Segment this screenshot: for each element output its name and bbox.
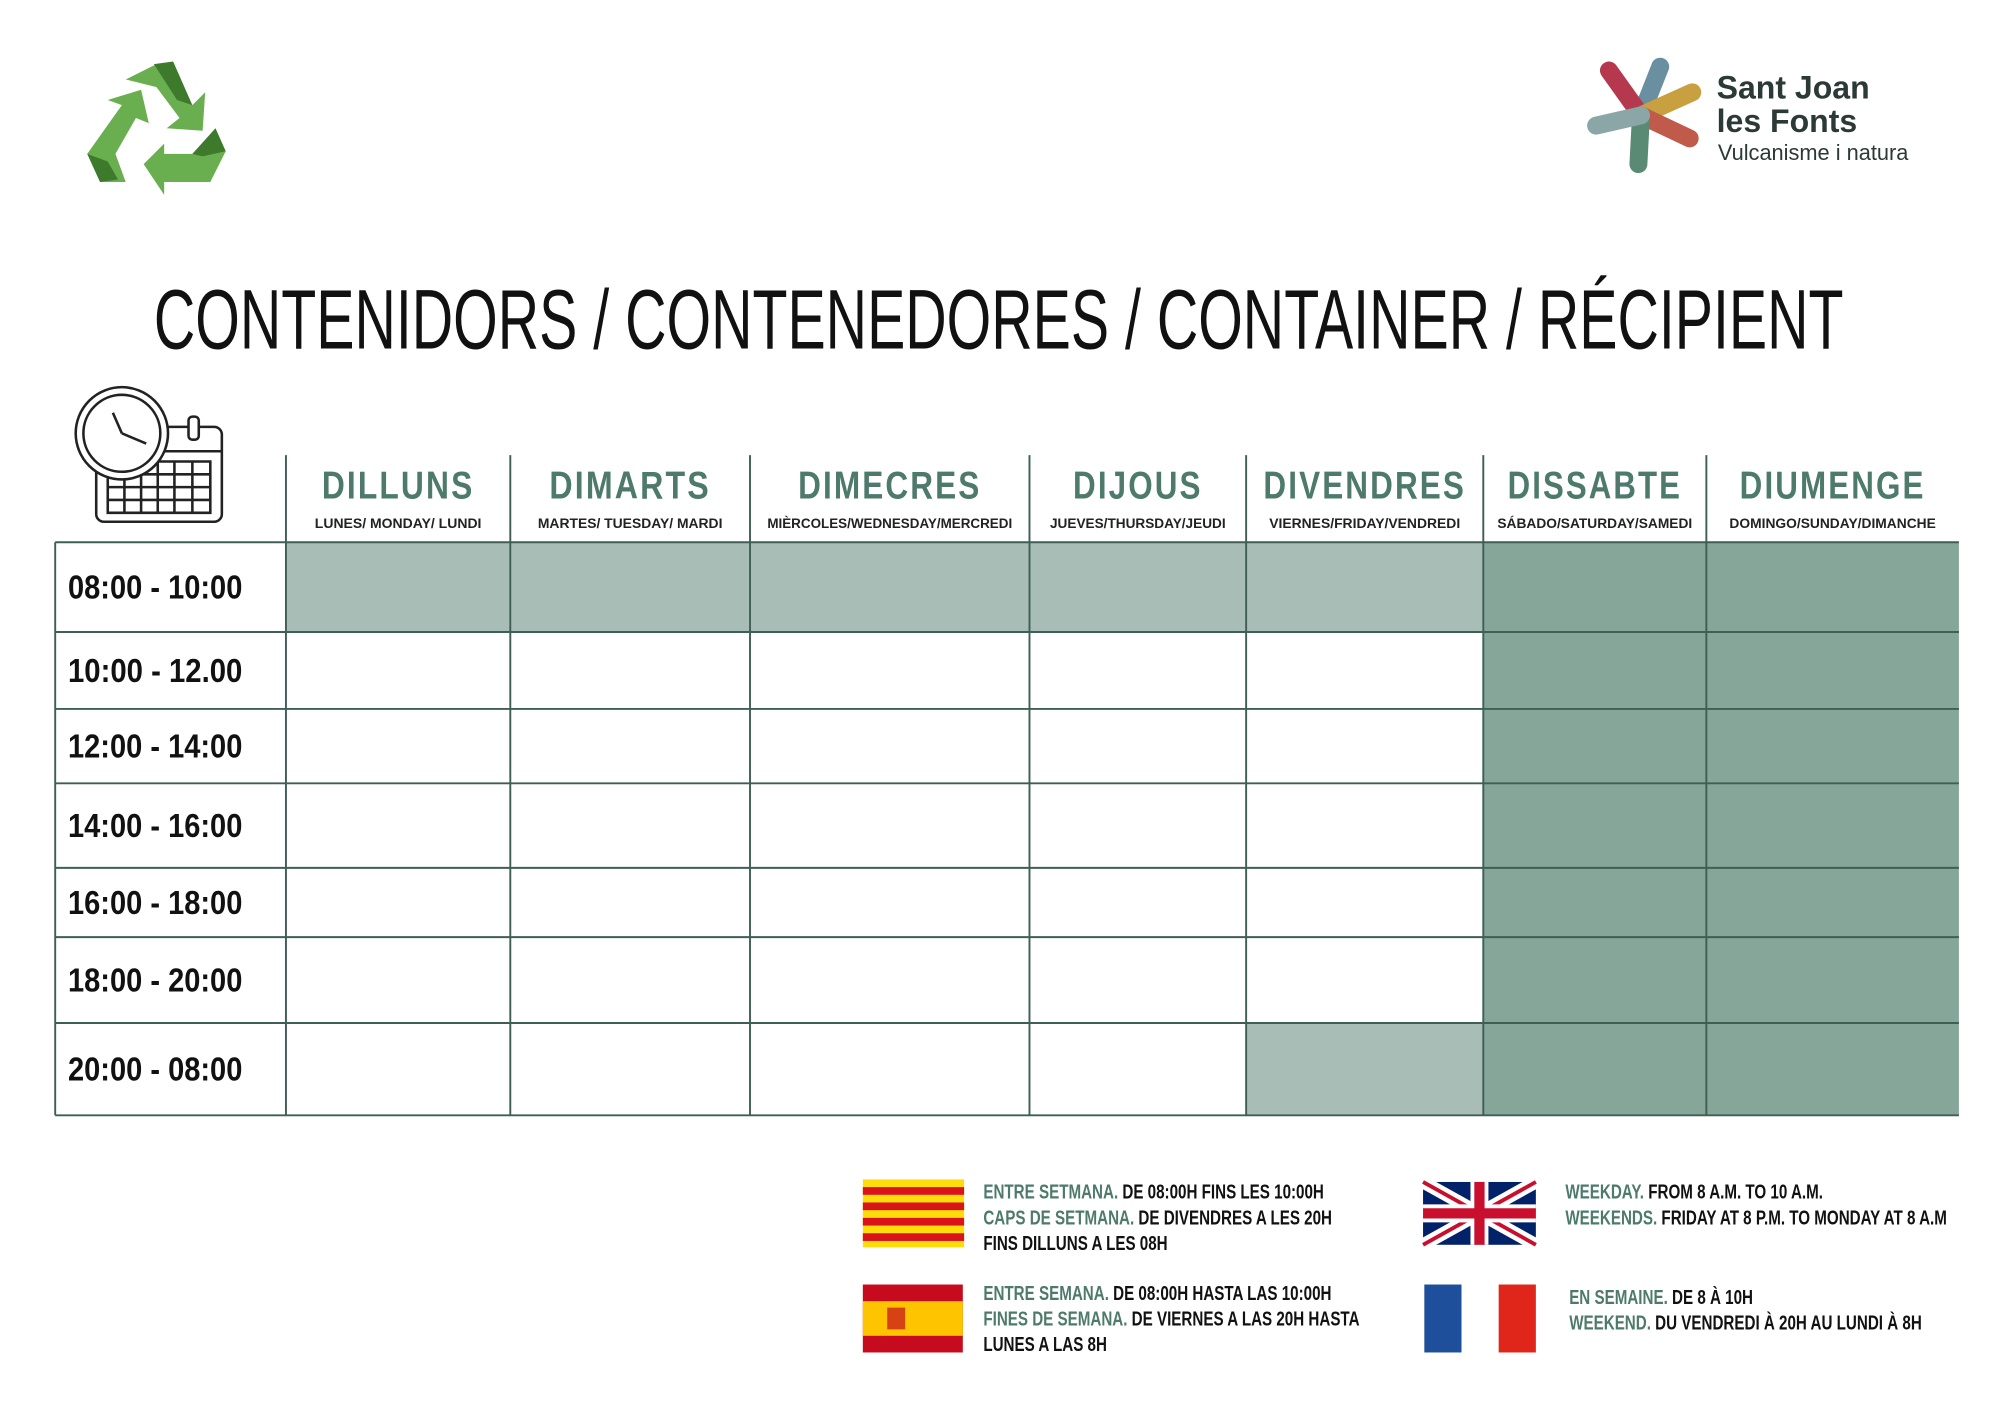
cell xyxy=(1706,937,1959,1024)
cell xyxy=(1706,542,1959,633)
logo-name: les Fonts xyxy=(1717,103,1858,139)
recycle-icon xyxy=(87,61,226,195)
day-name: DILLUNS xyxy=(322,465,475,508)
legend: ENTRE SETMANA. DE 08:00H FINS LES 10:00H… xyxy=(983,1180,1947,1355)
day-name: DIMECRES xyxy=(798,465,981,508)
cell xyxy=(1246,1023,1484,1116)
time-slot: 20:00 - 08:00 xyxy=(68,1052,242,1089)
cell xyxy=(1483,867,1707,938)
day-subtitle: JUEVES/THURSDAY/JEUDI xyxy=(1050,515,1226,531)
day-subtitle: VIERNES/FRIDAY/VENDREDI xyxy=(1269,515,1460,531)
cell xyxy=(1706,867,1959,938)
legend-label: WEEKEND. xyxy=(1569,1311,1651,1334)
cell xyxy=(285,542,511,633)
cell xyxy=(1483,783,1707,868)
legend-line: WEEKENDS. FRIDAY AT 8 P.M. TO MONDAY AT … xyxy=(1565,1206,1947,1229)
time-slot: 12:00 - 14:00 xyxy=(68,729,242,766)
cell xyxy=(1029,542,1247,633)
day-name: DIJOUS xyxy=(1073,465,1202,508)
day-subtitle: MIÈRCOLES/WEDNESDAY/MERCREDI xyxy=(767,515,1012,531)
flag-france xyxy=(1424,1284,1536,1353)
cell xyxy=(510,542,751,633)
flag-uk xyxy=(1419,1176,1539,1251)
legend-line: CAPS DE SETMANA. DE DIVENDRES A LES 20H xyxy=(983,1206,1332,1229)
legend-line: EN SEMAINE. DE 8 À 10H xyxy=(1569,1284,1753,1308)
legend-text: FRIDAY AT 8 P.M. TO MONDAY AT 8 A.M xyxy=(1661,1206,1946,1229)
day-name: DISSABTE xyxy=(1508,465,1682,508)
legend-label: WEEKDAY. xyxy=(1565,1180,1644,1203)
day-subtitle: LUNES/ MONDAY/ LUNDI xyxy=(315,515,482,531)
time-slot: 18:00 - 20:00 xyxy=(68,963,242,1000)
legend-line: WEEKEND. DU VENDREDI À 20H AU LUNDI À 8H xyxy=(1569,1310,1922,1334)
legend-line: LUNES A LAS 8H xyxy=(983,1333,1107,1356)
day-subtitle: DOMINGO/SUNDAY/DIMANCHE xyxy=(1729,515,1935,531)
cell xyxy=(1483,937,1707,1024)
logo-tagline: Vulcanisme i natura xyxy=(1718,140,1909,165)
title: CONTENIDORS / CONTENEDORES / CONTAINER /… xyxy=(154,272,1844,367)
legend-line: FINES DE SEMANA. DE VIERNES A LAS 20H HA… xyxy=(983,1307,1359,1330)
time-slot: 14:00 - 16:00 xyxy=(68,808,242,845)
day-name: DIVENDRES xyxy=(1263,465,1466,508)
logo-name: Sant Joan xyxy=(1717,70,1870,106)
legend-text: DE DIVENDRES A LES 20H xyxy=(1138,1206,1332,1229)
cell xyxy=(1483,1023,1707,1116)
cell xyxy=(1483,542,1707,633)
legend-text: DU VENDREDI À 20H AU LUNDI À 8H xyxy=(1655,1310,1922,1334)
legend-text: FROM 8 A.M. TO 10 A.M. xyxy=(1648,1180,1823,1203)
legend-line: FINS DILLUNS A LES 08H xyxy=(983,1232,1167,1255)
legend-label: CAPS DE SETMANA. xyxy=(983,1206,1134,1229)
legend-text: DE 08:00H HASTA LAS 10:00H xyxy=(1113,1282,1331,1305)
cell xyxy=(1246,542,1484,633)
legend-text: FINS DILLUNS A LES 08H xyxy=(983,1232,1167,1255)
day-subtitle: SÁBADO/SATURDAY/SAMEDI xyxy=(1497,515,1692,531)
legend-label: ENTRE SETMANA. xyxy=(983,1180,1118,1203)
flag-catalonia xyxy=(862,1179,965,1248)
day-name: DIUMENGE xyxy=(1740,465,1926,508)
legend-line: ENTRE SETMANA. DE 08:00H FINS LES 10:00H xyxy=(983,1180,1324,1203)
cell xyxy=(1706,1023,1959,1116)
legend-line: ENTRE SEMANA. DE 08:00H HASTA LAS 10:00H xyxy=(983,1282,1331,1305)
cell xyxy=(750,542,1030,633)
legend-label: ENTRE SEMANA. xyxy=(983,1282,1109,1305)
logo-mark xyxy=(1587,57,1702,174)
cell xyxy=(1483,632,1707,709)
cell xyxy=(1483,708,1707,784)
legend-text: DE 08:00H FINS LES 10:00H xyxy=(1122,1180,1323,1203)
legend-line: WEEKDAY. FROM 8 A.M. TO 10 A.M. xyxy=(1565,1180,1823,1203)
legend-text: DE 8 À 10H xyxy=(1672,1284,1753,1308)
schedule-table: DILLUNS LUNES/ MONDAY/ LUNDI DIMARTS MARTES… xyxy=(54,455,1959,1117)
legend-label: WEEKENDS. xyxy=(1565,1206,1657,1229)
cell xyxy=(1706,708,1959,784)
day-subtitle: MARTES/ TUESDAY/ MARDI xyxy=(538,515,723,531)
day-name: DIMARTS xyxy=(549,465,711,508)
time-slot: 10:00 - 12.00 xyxy=(68,653,242,690)
clock-calendar-icon xyxy=(74,385,224,524)
time-slot: 08:00 - 10:00 xyxy=(68,570,242,607)
flag-spain xyxy=(862,1284,963,1353)
time-slot: 16:00 - 18:00 xyxy=(68,885,242,922)
cell xyxy=(1706,783,1959,868)
legend-label: FINES DE SEMANA. xyxy=(983,1307,1127,1330)
cell xyxy=(1706,632,1959,709)
legend-label: EN SEMAINE. xyxy=(1569,1286,1668,1309)
legend-text: LUNES A LAS 8H xyxy=(983,1333,1107,1356)
legend-text: DE VIERNES A LAS 20H HASTA xyxy=(1132,1307,1360,1330)
